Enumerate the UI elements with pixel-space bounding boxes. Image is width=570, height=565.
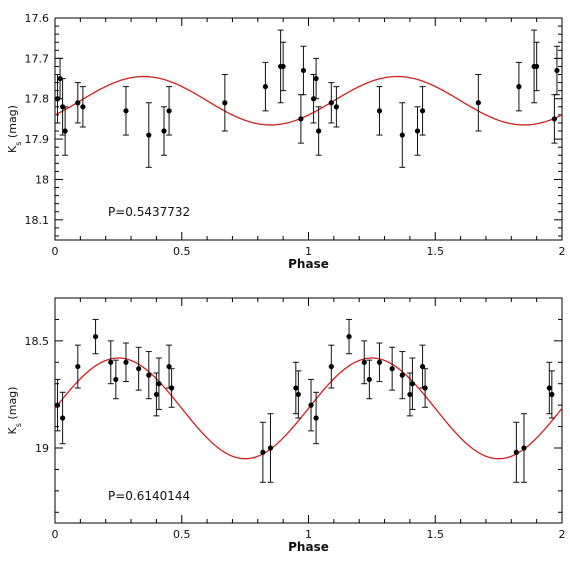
panel1-data-point [123, 108, 129, 114]
panel2-data-point [308, 402, 314, 408]
panel2-data-point [328, 363, 334, 370]
panel1-y-tick-label: 18.1 [25, 214, 50, 227]
panel1-data-point [146, 132, 152, 138]
panel2-data-point [361, 359, 367, 365]
panel1-x-tick-label: 2 [559, 245, 566, 258]
panel2-data-point [260, 449, 266, 455]
panel2-data-point [293, 385, 299, 391]
panel2-data-point [399, 372, 405, 378]
panel2-data-point [169, 385, 175, 391]
panel1-data-point [262, 84, 269, 90]
panel2-data-point [136, 366, 142, 372]
panel2-data-point [123, 359, 129, 365]
panel2-x-tick-label: 1 [305, 528, 312, 541]
panel2-y-tick-label: 18.5 [25, 335, 50, 348]
panel1-data-point [554, 67, 560, 74]
panel2-data-point [313, 415, 319, 421]
panel1-data-point [516, 84, 522, 90]
panel1-data-point [300, 67, 307, 74]
panel1-data-point [475, 100, 481, 106]
panel1-x-tick-label: 0 [52, 245, 59, 258]
panel1-data-point [75, 100, 81, 106]
panel2-data-point [92, 333, 99, 340]
panel1-data-point [80, 104, 86, 110]
panel2-x-axis-label: Phase [288, 540, 329, 554]
panel1-data-point [313, 75, 319, 82]
panel1-data-point [333, 104, 339, 110]
panel2-data-point [409, 381, 416, 387]
panel1-x-tick-label: 1.5 [427, 245, 445, 258]
panel1-y-tick-label: 18 [35, 173, 49, 186]
panel1-data-point [328, 100, 334, 106]
panel2-period-annotation: P=0.6140144 [108, 489, 190, 503]
panel2-data-point [346, 333, 352, 340]
panel2-data-point [153, 391, 159, 398]
panel1-y-tick-label: 17.8 [25, 93, 50, 106]
panel2-data-point [549, 391, 555, 398]
panel1-data-point [534, 63, 540, 70]
panel2-data-point [113, 376, 119, 383]
panel1-data-point [298, 116, 304, 122]
panel1-y-tick-label: 17.7 [25, 52, 50, 65]
panel1-data-point [166, 108, 172, 114]
panel1-y-axis-label: Ks (mag) [6, 105, 23, 153]
panel2-data-point [513, 449, 519, 455]
panel2-data-point [376, 359, 383, 365]
panel1-period-annotation: P=0.5437732 [108, 205, 190, 219]
panel2-x-tick-label: 1.5 [427, 528, 445, 541]
panel1-data-point [316, 128, 322, 134]
panel2-y-axis-label: Ks (mag) [6, 387, 23, 435]
panel2-data-point [108, 359, 114, 365]
panel1-y-tick-label: 17.9 [25, 133, 50, 146]
panel2-data-point [166, 363, 172, 370]
panel2-data-point [546, 385, 552, 391]
panel2-y-tick-label: 19 [35, 442, 49, 455]
panel2-data-point [419, 363, 426, 370]
panel2-data-point [295, 391, 301, 398]
panel2-data-point [407, 391, 413, 398]
panel1-fit-curve [54, 75, 563, 126]
panel1-data-point [419, 108, 426, 114]
panel2-data-point [156, 381, 162, 387]
panel1-data-point [376, 108, 383, 114]
panel2-fit-curve [54, 357, 563, 460]
panel1-data-point [222, 100, 228, 106]
panel2-x-tick-label: 0.5 [173, 528, 191, 541]
panel2-data-point [267, 445, 274, 451]
panel1-data-point [399, 132, 405, 138]
panel2-data-point [366, 376, 372, 383]
panel2-data-point [60, 415, 66, 421]
panel2-data-point [54, 402, 61, 408]
panel1-x-tick-label: 1 [305, 245, 312, 258]
panel2-x-tick-label: 0 [52, 528, 59, 541]
panel2-data-point [75, 363, 81, 370]
panel1-data-point [414, 128, 421, 134]
panel1-data-point [161, 128, 167, 134]
panel2-data-point [146, 372, 152, 378]
panel1-data-point [62, 128, 68, 134]
panel2-data-point [389, 366, 395, 372]
panel2-data-point [422, 385, 428, 391]
panel1-data-point [280, 63, 286, 70]
panel1-x-axis-label: Phase [288, 257, 329, 271]
panel1-x-tick-label: 0.5 [173, 245, 191, 258]
panel2-x-tick-label: 2 [559, 528, 566, 541]
panel2-data-point [521, 445, 527, 451]
panel1-data-point [551, 116, 557, 122]
panel1-y-tick-label: 17.6 [25, 12, 50, 25]
